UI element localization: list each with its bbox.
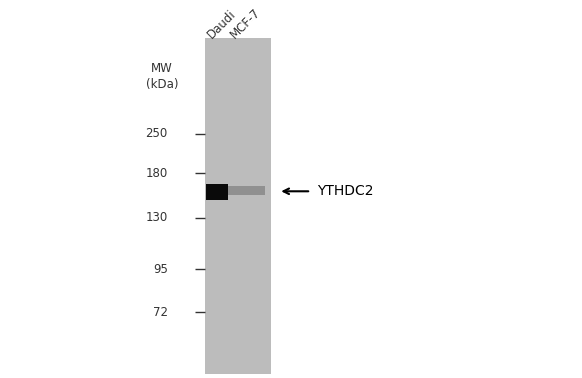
Text: YTHDC2: YTHDC2	[317, 184, 373, 198]
Text: 250: 250	[146, 127, 168, 140]
Text: 95: 95	[153, 263, 168, 276]
Text: Daudi: Daudi	[204, 7, 238, 41]
Text: 72: 72	[152, 305, 168, 319]
Bar	[205, 37, 271, 374]
Text: 180: 180	[146, 167, 168, 180]
Bar	[228, 186, 265, 195]
Text: 130: 130	[146, 211, 168, 224]
Bar	[206, 184, 228, 200]
Text: MCF-7: MCF-7	[228, 6, 262, 41]
Text: MW
(kDa): MW (kDa)	[146, 62, 178, 91]
